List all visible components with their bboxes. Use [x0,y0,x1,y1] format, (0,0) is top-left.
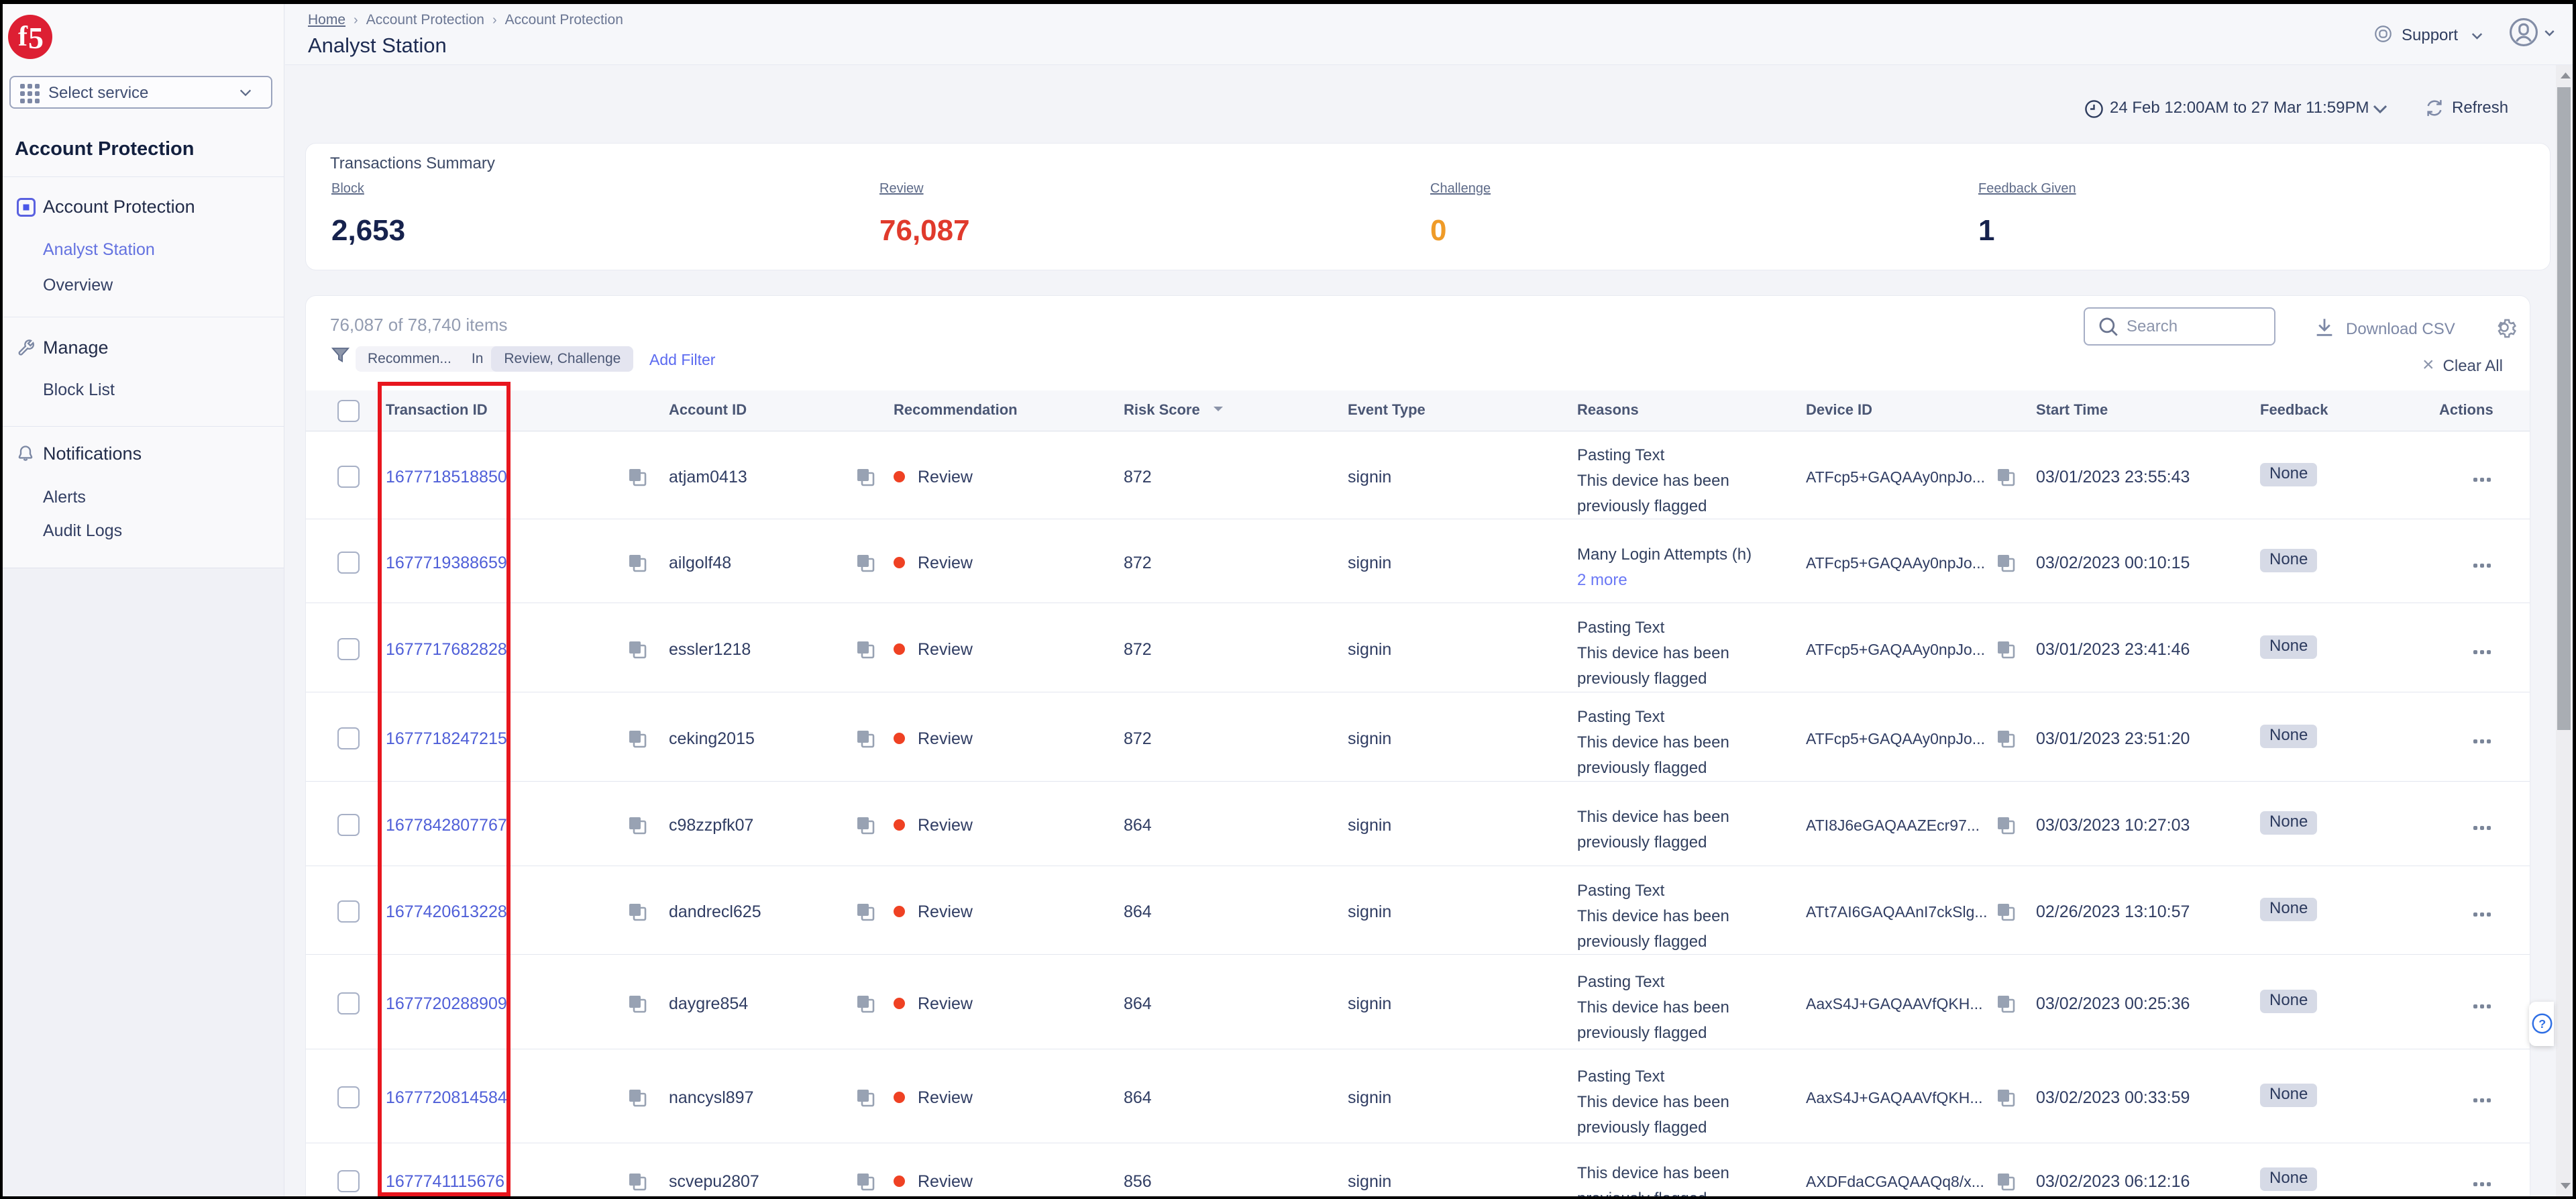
svg-text:?: ? [2538,1017,2546,1031]
svg-text:f: f [18,21,28,52]
svg-text:5: 5 [28,21,44,55]
